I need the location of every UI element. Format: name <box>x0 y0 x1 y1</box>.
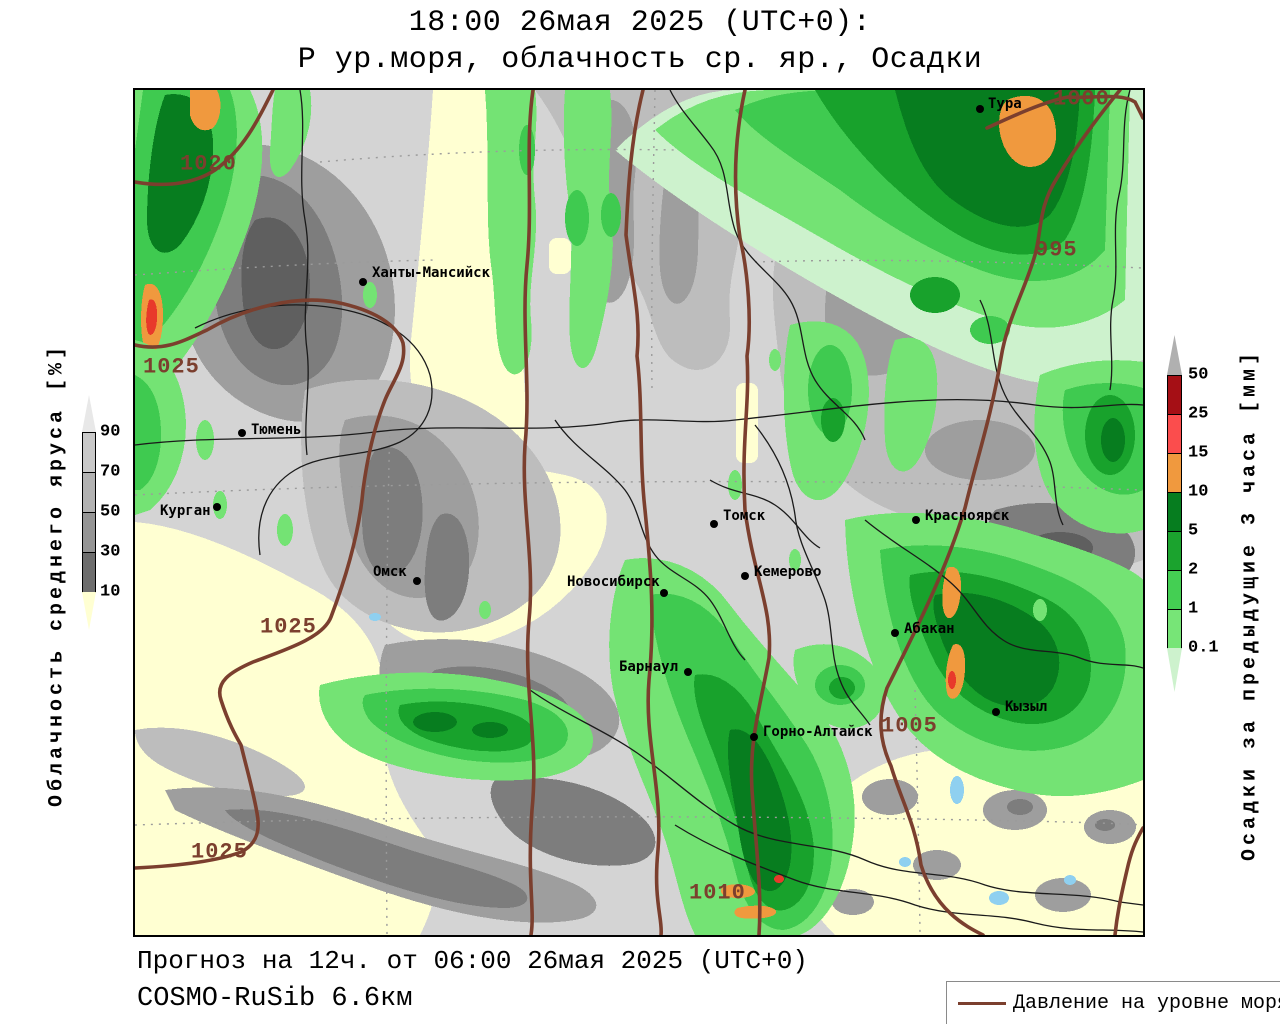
city-dot <box>413 577 421 585</box>
city-dot <box>684 668 692 676</box>
lake-areas <box>369 613 1076 905</box>
forecast-info-text: Прогноз на 12ч. от 06:00 26мая 2025 (UTC… <box>137 946 808 976</box>
colorbar-above-range-arrow <box>82 395 96 432</box>
city-label: Тура <box>988 96 1022 112</box>
colorbar-tick-label: 70 <box>100 462 121 482</box>
colorbar-tick-label: 50 <box>100 502 121 522</box>
colorbar-tick-label: 50 <box>1188 365 1209 385</box>
city-label: Кемерово <box>754 564 822 580</box>
colorbar-segment <box>82 512 96 553</box>
isobar-value-label: 1025 <box>143 354 200 380</box>
isobar-value-label: 1000 <box>1053 86 1110 112</box>
city-dot <box>750 733 758 741</box>
colorbar-tick-label: 5 <box>1188 521 1199 541</box>
isobar-value-label: 1005 <box>881 713 938 739</box>
isobar-lines <box>135 90 1143 935</box>
colorbar-segment <box>82 472 96 513</box>
city-dot <box>976 105 984 113</box>
city-label: Тюмень <box>251 422 302 438</box>
colorbar-tick-label: 1 <box>1188 599 1199 619</box>
city-label: Курган <box>160 503 211 519</box>
isobar-value-label: 995 <box>1035 237 1078 263</box>
pressure-legend-label: Давление на уровне моря <box>1013 991 1280 1015</box>
city-dot <box>213 503 221 511</box>
city-label: Кызыл <box>1005 699 1048 715</box>
pressure-line-sample <box>958 1001 1006 1005</box>
colorbar-segment <box>1167 453 1182 493</box>
colorbar-tick-label: 15 <box>1188 443 1209 463</box>
city-dot <box>238 429 246 437</box>
isobar-value-label: 1010 <box>689 880 746 906</box>
region-borders <box>135 90 1143 933</box>
city-label: Горно-Алтайск <box>763 724 873 740</box>
city-label: Ханты-Мансийск <box>372 265 491 281</box>
city-dot <box>710 520 718 528</box>
city-dot <box>992 708 1000 716</box>
graticule-lines <box>135 90 1143 935</box>
colorbar-segment <box>1167 531 1182 571</box>
city-label: Барнаул <box>619 659 679 675</box>
colorbar-below-range-arrow <box>1167 648 1182 692</box>
precipitation-areas <box>135 90 1143 935</box>
cloud-colorbar-title: Облачность среднего яруса [%] <box>45 342 69 808</box>
colorbar-tick-label: 90 <box>100 422 121 442</box>
city-dot <box>891 629 899 637</box>
page-title-fields: Р ур.моря, облачность ср. яр., Осадки <box>297 43 983 77</box>
map-overlays: 1020 1025 1025 1025 1000 995 1005 1010 Тура Ханты… <box>135 86 1143 935</box>
colorbar-segment <box>1167 609 1182 649</box>
isobar-value-label: 1025 <box>191 839 248 865</box>
model-name-text: COSMO-RuSib 6.6км <box>137 984 413 1014</box>
isobar-value-label: 1025 <box>260 614 317 640</box>
city-dot <box>912 516 920 524</box>
colorbar-segment <box>1167 570 1182 610</box>
pressure-legend: Давление на уровне моря <box>946 981 1280 1024</box>
city-label: Красноярск <box>925 508 1010 524</box>
forecast-map[interactable]: 1020 1025 1025 1025 1000 995 1005 1010 Тура Ханты… <box>133 86 1145 937</box>
city-dot <box>660 589 668 597</box>
city-dot <box>741 572 749 580</box>
colorbar-segment <box>82 432 96 473</box>
colorbar-above-range-arrow <box>1167 335 1182 375</box>
colorbar-segment <box>1167 492 1182 532</box>
isobar-value-label: 1020 <box>180 151 237 177</box>
colorbar-tick-label: 10 <box>1188 482 1209 502</box>
city-label: Абакан <box>904 621 955 637</box>
page-title-datetime: 18:00 26мая 2025 (UTC+0): <box>408 6 872 40</box>
city-label: Новосибирск <box>567 574 660 590</box>
colorbar-tick-label: 25 <box>1188 404 1209 424</box>
colorbar-tick-label: 0.1 <box>1188 638 1219 658</box>
colorbar-segment <box>1167 414 1182 454</box>
city-dot <box>359 278 367 286</box>
colorbar-below-range-arrow <box>82 592 96 630</box>
city-label: Томск <box>723 508 766 524</box>
map-canvas <box>135 90 1143 935</box>
precip-colorbar-title: Осадки за предыдущие 3 часа [мм] <box>1238 348 1262 862</box>
colorbar-tick-label: 30 <box>100 542 121 562</box>
colorbar-tick-label: 10 <box>100 582 121 602</box>
colorbar-tick-label: 2 <box>1188 560 1199 580</box>
colorbar-segment <box>1167 375 1182 415</box>
city-label: Омск <box>373 564 407 580</box>
colorbar-segment <box>82 552 96 593</box>
